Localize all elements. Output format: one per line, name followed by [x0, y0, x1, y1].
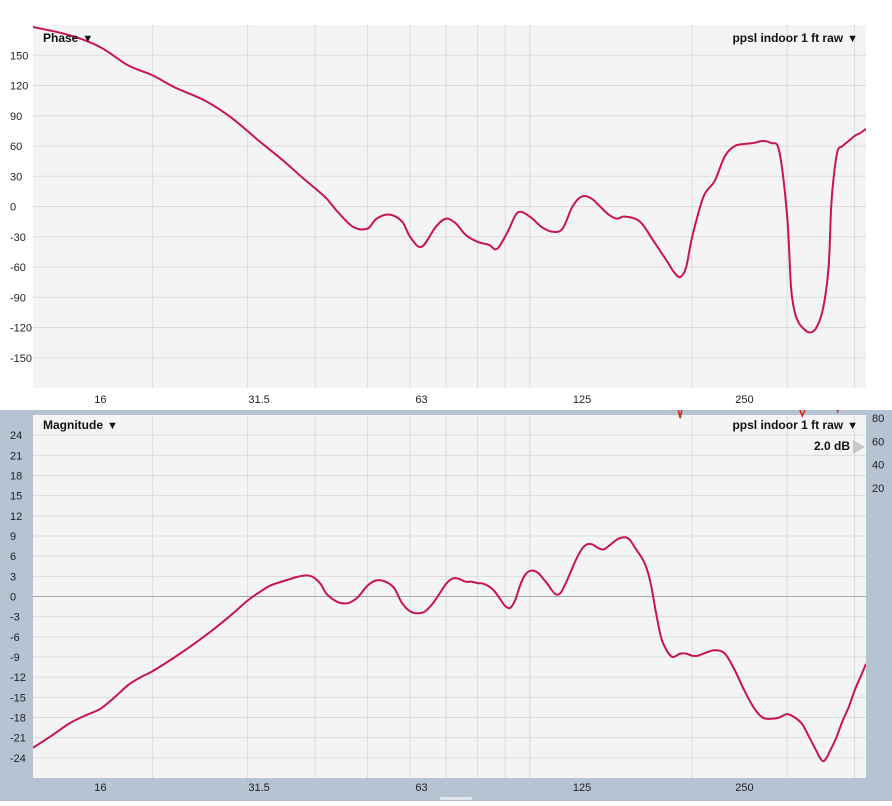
magnitude-pane: 24 21 18 15 12 9 6 3 0 -3 -6 -9 -12 -15 -18 -21 -24 16 31.… [0, 395, 892, 801]
scale-label: 2.0 dB [813, 439, 850, 453]
scroll-handle[interactable] [440, 797, 472, 800]
y-tick-label: 15 [10, 491, 22, 503]
magnitude-title: Magnitude [43, 418, 103, 432]
right-axis-tick-label: 20 [872, 483, 884, 495]
y-tick-label: 150 [10, 50, 28, 62]
y-tick-label: 60 [10, 141, 22, 153]
y-tick-label: -21 [10, 733, 26, 745]
y-tick-label: -60 [10, 262, 26, 274]
y-tick-label: -6 [10, 632, 20, 644]
y-tick-label: -3 [10, 612, 20, 624]
magnitude-title-dropdown[interactable]: Magnitude ▼ [43, 418, 118, 432]
y-tick-label: 30 [10, 171, 22, 183]
phase-measurement-label: ppsl indoor 1 ft raw [732, 31, 844, 45]
x-tick-label: 16 [94, 782, 106, 794]
y-tick-label: 24 [10, 430, 22, 442]
x-tick-label: 250 [735, 782, 753, 794]
y-tick-label: 0 [10, 592, 16, 604]
x-tick-label: 31.5 [248, 782, 269, 794]
dropdown-triangle-icon: ▼ [847, 33, 858, 45]
x-tick-label: 16 [94, 394, 106, 406]
right-axis-tick-label: 40 [872, 460, 884, 472]
y-tick-label: -12 [10, 672, 26, 684]
x-tick-label: 125 [573, 394, 591, 406]
y-tick-label: -120 [10, 323, 32, 335]
y-tick-label: 18 [10, 471, 22, 483]
y-tick-label: 90 [10, 111, 22, 123]
dropdown-triangle-icon: ▼ [847, 420, 858, 432]
trace-line [33, 536, 866, 763]
y-tick-label: -30 [10, 232, 26, 244]
y-tick-label: -90 [10, 292, 26, 304]
y-tick-label: 3 [10, 571, 16, 583]
y-tick-label: -150 [10, 353, 32, 365]
right-axis-tick-label: 80 [872, 413, 884, 425]
y-tick-label: 9 [10, 531, 16, 543]
phase-pane: 150 120 90 60 30 0 -30 -60 -90 -120 -150 16 31.5 63 12… [10, 25, 866, 406]
dropdown-triangle-icon: ▼ [107, 420, 118, 432]
y-tick-label: -24 [10, 753, 26, 765]
phase-title-dropdown[interactable]: Phase ▼ [43, 31, 93, 45]
phase-title: Phase [43, 31, 79, 45]
magnitude-measurement-label: ppsl indoor 1 ft raw [732, 418, 844, 432]
y-tick-label: -18 [10, 713, 26, 725]
y-tick-label: 12 [10, 511, 22, 523]
x-tick-label: 63 [415, 782, 427, 794]
magnitude-measurement-dropdown[interactable]: ppsl indoor 1 ft raw ▼ [732, 418, 858, 432]
horizontal-grid [33, 54, 866, 359]
scale-arrow-icon[interactable] [853, 439, 865, 454]
x-tick-label: 250 [735, 394, 753, 406]
scale-control[interactable]: 2.0 dB [814, 439, 865, 454]
x-tick-label: 63 [415, 394, 427, 406]
x-tick-label: 125 [573, 782, 591, 794]
y-tick-label: 120 [10, 81, 28, 93]
dropdown-triangle-icon: ▼ [82, 33, 94, 45]
y-tick-label: 6 [10, 551, 16, 563]
y-tick-label: 21 [10, 450, 22, 462]
phase-chart: 150 120 90 60 30 0 -30 -60 -90 -120 -150 16 31.5 63 12… [10, 25, 866, 406]
right-axis-tick-label: 60 [872, 436, 884, 448]
y-tick-label: -9 [10, 652, 20, 664]
y-tick-label: 0 [10, 202, 16, 214]
trace-line [33, 26, 866, 334]
x-tick-label: 31.5 [248, 394, 269, 406]
y-tick-label: -15 [10, 692, 26, 704]
phase-measurement-dropdown[interactable]: ppsl indoor 1 ft raw ▼ [732, 31, 858, 45]
horizontal-grid [33, 434, 866, 759]
